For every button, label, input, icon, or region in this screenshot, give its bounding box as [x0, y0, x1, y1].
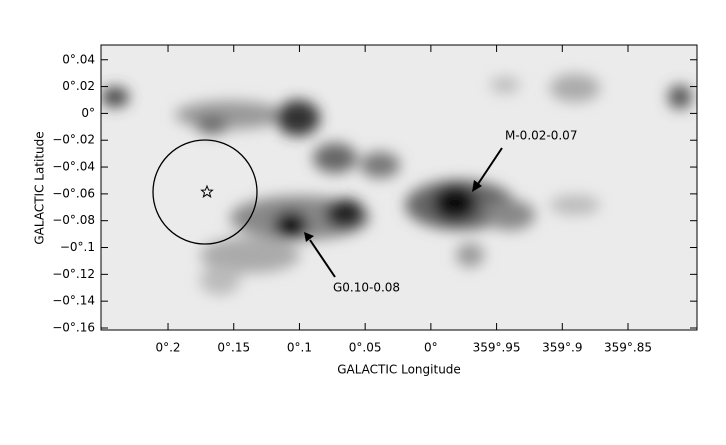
x-tick-label: 359°.9: [542, 341, 582, 355]
x-tick-label: 0°.15: [217, 341, 250, 355]
intensity-map: [101, 45, 697, 330]
x-tick-label: 359°.85: [604, 341, 652, 355]
y-axis-label: GALACTIC Latitude: [33, 131, 47, 244]
annotation: M-0.02-0.07: [505, 129, 577, 143]
y-tick-label: −0°.06: [52, 186, 95, 200]
star-marker: [200, 184, 214, 198]
plot-frame: [100, 44, 698, 331]
x-axis-label: GALACTIC Longitude: [337, 363, 461, 377]
beam-circle: [152, 139, 258, 245]
y-tick-label: −0°.02: [52, 133, 95, 147]
annotation: G0.10-0.08: [333, 281, 400, 295]
x-tick-label: 0°: [424, 341, 438, 355]
x-tick-label: 0°.1: [287, 341, 312, 355]
y-tick-label: −0°.12: [52, 267, 95, 281]
y-tick-label: 0°.02: [62, 79, 95, 93]
arrows: [304, 147, 503, 278]
y-tick-label: −0°.1: [60, 240, 95, 254]
x-tick-label: 0°.05: [349, 341, 382, 355]
y-tick-label: 0°.04: [62, 52, 95, 66]
x-tick-label: 0°.2: [155, 341, 180, 355]
y-tick-label: −0°.14: [52, 294, 95, 308]
y-tick-label: −0°.08: [52, 213, 95, 227]
x-tick-label: 359°.95: [473, 341, 521, 355]
y-tick-label: −0°.16: [52, 320, 95, 334]
y-tick-label: −0°.04: [52, 160, 95, 174]
y-tick-label: 0°: [81, 106, 95, 120]
